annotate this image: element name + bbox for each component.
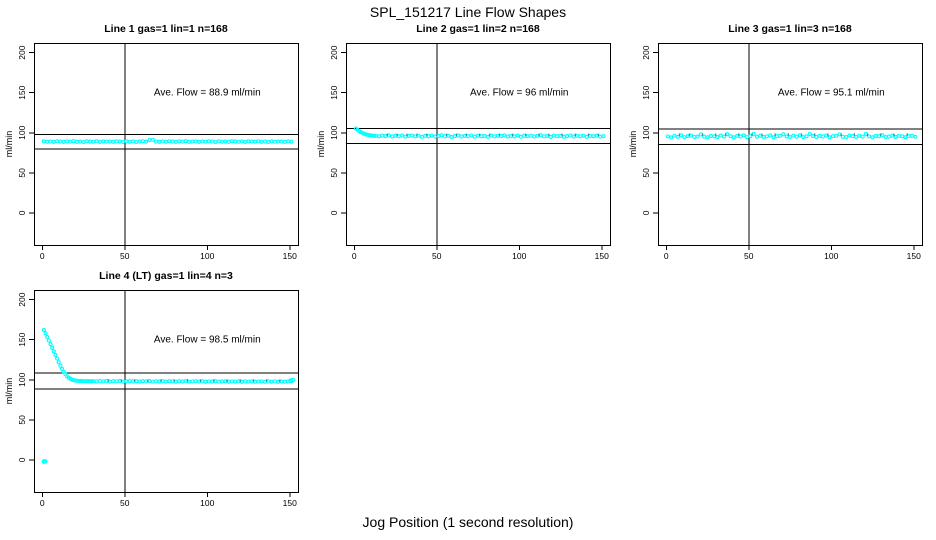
svg-text:0: 0 — [17, 457, 27, 462]
svg-text:150: 150 — [907, 251, 921, 261]
svg-text:100: 100 — [824, 251, 838, 261]
plot-canvas-line-3: 0 50 100 150 0 50 100 150 200 — [641, 43, 923, 261]
svg-text:200: 200 — [641, 45, 651, 59]
svg-text:100: 100 — [200, 498, 214, 508]
subplot-title: Line 4 (LT) gas=1 lin=4 n=3 — [99, 270, 233, 282]
figure-title: SPL_151217 Line Flow Shapes — [369, 4, 567, 20]
svg-text:150: 150 — [329, 85, 339, 99]
subplot-title: Line 1 gas=1 lin=1 n=168 — [104, 23, 228, 35]
svg-text:50: 50 — [641, 168, 651, 178]
plot-canvas-line-2: 0 50 100 150 0 50 100 150 200 — [329, 43, 611, 261]
svg-text:50: 50 — [120, 498, 130, 508]
svg-text:50: 50 — [744, 251, 754, 261]
svg-text:50: 50 — [329, 168, 339, 178]
svg-text:0: 0 — [17, 210, 27, 215]
svg-text:150: 150 — [283, 498, 297, 508]
avg-flow-annotation: Ave. Flow = 96 ml/min — [470, 87, 569, 99]
svg-text:150: 150 — [17, 85, 27, 99]
svg-text:50: 50 — [432, 251, 442, 261]
svg-text:0: 0 — [664, 251, 669, 261]
subplot-title: Line 3 gas=1 lin=3 n=168 — [728, 23, 852, 35]
subplot-line-4: 0 50 100 150 0 50 100 150 200 Line 4 (LT) gas=1 … — [0, 262, 312, 509]
svg-text:0: 0 — [40, 498, 45, 508]
subplot-line-1: 0 50 100 150 0 50 100 150 200 Line 1 gas=1 lin=1… — [0, 15, 312, 262]
y-axis-label: ml/min — [4, 377, 14, 405]
svg-text:150: 150 — [17, 332, 27, 346]
svg-text:0: 0 — [352, 251, 357, 261]
svg-text:50: 50 — [120, 251, 130, 261]
svg-text:100: 100 — [329, 125, 339, 139]
svg-text:150: 150 — [595, 251, 609, 261]
y-axis-label: ml/min — [4, 130, 14, 158]
svg-text:200: 200 — [17, 292, 27, 306]
svg-text:100: 100 — [17, 372, 27, 386]
svg-text:150: 150 — [283, 251, 297, 261]
svg-text:100: 100 — [17, 125, 27, 139]
svg-text:50: 50 — [17, 168, 27, 178]
y-axis-label: ml/min — [628, 130, 638, 158]
y-axis-label: ml/min — [316, 130, 326, 158]
avg-flow-annotation: Ave. Flow = 95.1 ml/min — [777, 87, 885, 99]
subplot-line-2: 0 50 100 150 0 50 100 150 200 Line 2 gas=1 lin=2… — [312, 15, 624, 262]
subplot-line-3: 0 50 100 150 0 50 100 150 200 Line 3 gas=1 lin=3… — [624, 15, 936, 262]
plot-canvas-line-1: 0 50 100 150 0 50 100 150 200 — [17, 43, 299, 261]
plot-canvas-line-4: 0 50 100 150 0 50 100 150 200 — [17, 290, 299, 508]
svg-text:0: 0 — [40, 251, 45, 261]
avg-flow-annotation: Ave. Flow = 98.5 ml/min — [153, 334, 261, 346]
svg-text:100: 100 — [641, 125, 651, 139]
subplot-title: Line 2 gas=1 lin=2 n=168 — [416, 23, 540, 35]
svg-text:100: 100 — [512, 251, 526, 261]
svg-text:200: 200 — [17, 45, 27, 59]
svg-text:200: 200 — [329, 45, 339, 59]
x-axis-label: Jog Position (1 second resolution) — [362, 514, 574, 530]
svg-text:100: 100 — [200, 251, 214, 261]
svg-text:150: 150 — [641, 85, 651, 99]
svg-text:50: 50 — [17, 415, 27, 425]
svg-text:0: 0 — [641, 210, 651, 215]
svg-text:0: 0 — [329, 210, 339, 215]
avg-flow-annotation: Ave. Flow = 88.9 ml/min — [153, 87, 261, 99]
